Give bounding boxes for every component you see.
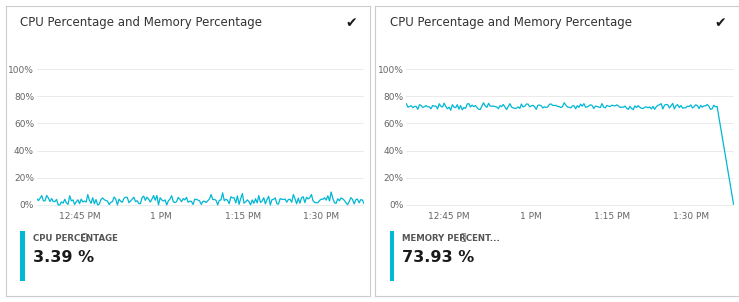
Text: MEMORY PERCENT...: MEMORY PERCENT... (402, 234, 500, 243)
Text: 73.93 %: 73.93 % (402, 249, 474, 265)
Text: ✔: ✔ (715, 16, 726, 30)
Text: ✔: ✔ (345, 16, 357, 30)
Text: 3.39 %: 3.39 % (33, 249, 94, 265)
Bar (390, 231, 395, 281)
Text: ⓘ: ⓘ (460, 234, 466, 243)
Text: ⓘ: ⓘ (81, 234, 87, 243)
Text: CPU Percentage and Memory Percentage: CPU Percentage and Memory Percentage (21, 16, 262, 29)
Bar (21, 231, 25, 281)
Text: CPU Percentage and Memory Percentage: CPU Percentage and Memory Percentage (390, 16, 632, 29)
Text: CPU PERCENTAGE: CPU PERCENTAGE (33, 234, 118, 243)
